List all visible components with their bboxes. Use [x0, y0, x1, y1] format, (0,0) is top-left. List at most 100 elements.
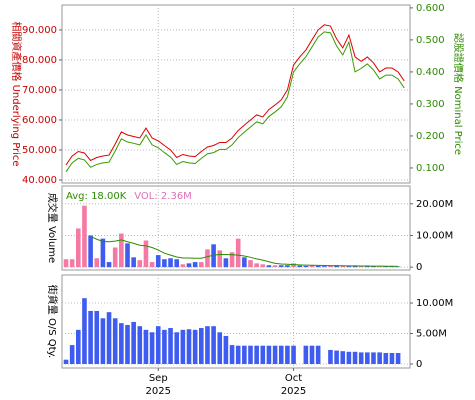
bar	[82, 298, 87, 364]
bar	[235, 345, 241, 364]
line-series	[65, 31, 405, 173]
bar	[315, 265, 321, 268]
bar	[94, 258, 100, 268]
bar	[76, 329, 81, 364]
y-tick-label: 20.00M	[416, 199, 453, 210]
y-tick-label: 40.000	[22, 175, 57, 186]
bar	[155, 255, 161, 268]
y-tick-label: 0	[416, 262, 422, 273]
bar	[137, 326, 143, 364]
bar	[328, 265, 333, 268]
bar	[223, 335, 229, 364]
bar	[266, 345, 272, 364]
bar	[217, 250, 223, 268]
y2-tick-label: 0.100	[416, 163, 445, 174]
bar	[395, 353, 401, 364]
bar	[346, 266, 352, 268]
bar	[340, 265, 346, 268]
bar	[285, 265, 290, 268]
bar	[358, 266, 364, 268]
bar	[254, 263, 259, 268]
bar	[192, 262, 198, 268]
bar	[155, 326, 161, 364]
bar	[322, 266, 327, 268]
line-series	[90, 235, 399, 267]
y-tick-label: 90.000	[22, 25, 57, 36]
bar	[174, 259, 179, 268]
bar	[69, 259, 75, 268]
bar	[112, 318, 118, 364]
bar	[309, 265, 315, 268]
bar	[112, 247, 118, 268]
bar	[63, 259, 69, 268]
y2-tick-label: 0.600	[416, 3, 445, 14]
bar	[88, 310, 93, 364]
bar	[88, 235, 93, 268]
bar	[260, 345, 266, 364]
y2-tick-label: 0.300	[416, 99, 445, 110]
bar	[143, 240, 149, 268]
bar	[94, 310, 100, 364]
bar	[125, 324, 130, 364]
bar	[235, 238, 241, 268]
y-tick-label: 80.000	[22, 55, 57, 66]
bar	[82, 205, 87, 268]
bar	[303, 265, 309, 268]
bar	[371, 352, 376, 364]
y2-tick-label: 0.400	[416, 67, 445, 78]
bar	[334, 265, 339, 268]
x-tick-label-line: 2025	[146, 386, 171, 397]
bar	[174, 332, 179, 364]
bar	[272, 265, 278, 268]
bar	[315, 345, 321, 364]
x-tick-label-line: 2025	[281, 386, 306, 397]
bar	[211, 244, 216, 268]
bar	[131, 257, 136, 268]
y2-tick-label: 0.200	[416, 131, 445, 142]
bar	[340, 351, 346, 364]
bar	[334, 350, 339, 364]
bar	[137, 260, 143, 268]
y-tick-label: 0	[416, 359, 422, 370]
bar	[309, 345, 315, 364]
bar	[162, 259, 167, 268]
bar	[106, 262, 112, 268]
legend-text: VOL: 2.36M	[134, 191, 192, 202]
y-tick-label: 60.000	[22, 115, 57, 126]
bar	[248, 260, 253, 268]
bar	[254, 345, 259, 364]
bar	[248, 345, 253, 364]
bar	[186, 263, 192, 268]
legend-text: Avg: 18.00K	[66, 191, 127, 202]
y-tick-label: 10.00M	[416, 230, 453, 241]
bar	[358, 352, 364, 364]
bar	[352, 351, 358, 364]
bar	[211, 326, 216, 364]
bar	[389, 266, 395, 268]
bar	[278, 345, 284, 364]
bar	[303, 345, 309, 364]
bar	[229, 252, 235, 268]
bar	[131, 321, 136, 364]
bar	[328, 349, 333, 364]
panel-frame	[61, 4, 411, 184]
bar	[149, 262, 155, 268]
bar	[168, 258, 173, 268]
bar	[242, 257, 247, 268]
bar	[192, 329, 198, 364]
bar	[186, 329, 192, 364]
bar	[168, 328, 173, 364]
y-tick-label: 50.000	[22, 145, 57, 156]
y-tick-label: 70.000	[22, 85, 57, 96]
bar	[260, 264, 266, 268]
x-tick-label: Sep 2025	[146, 373, 171, 397]
bar	[205, 326, 210, 364]
y2-tick-label: 0.500	[416, 35, 445, 46]
bar	[285, 345, 290, 364]
bar	[217, 332, 223, 364]
bar	[297, 265, 302, 268]
x-tick-label-line: Oct	[285, 373, 302, 384]
bar	[223, 258, 229, 268]
bar	[125, 243, 130, 268]
